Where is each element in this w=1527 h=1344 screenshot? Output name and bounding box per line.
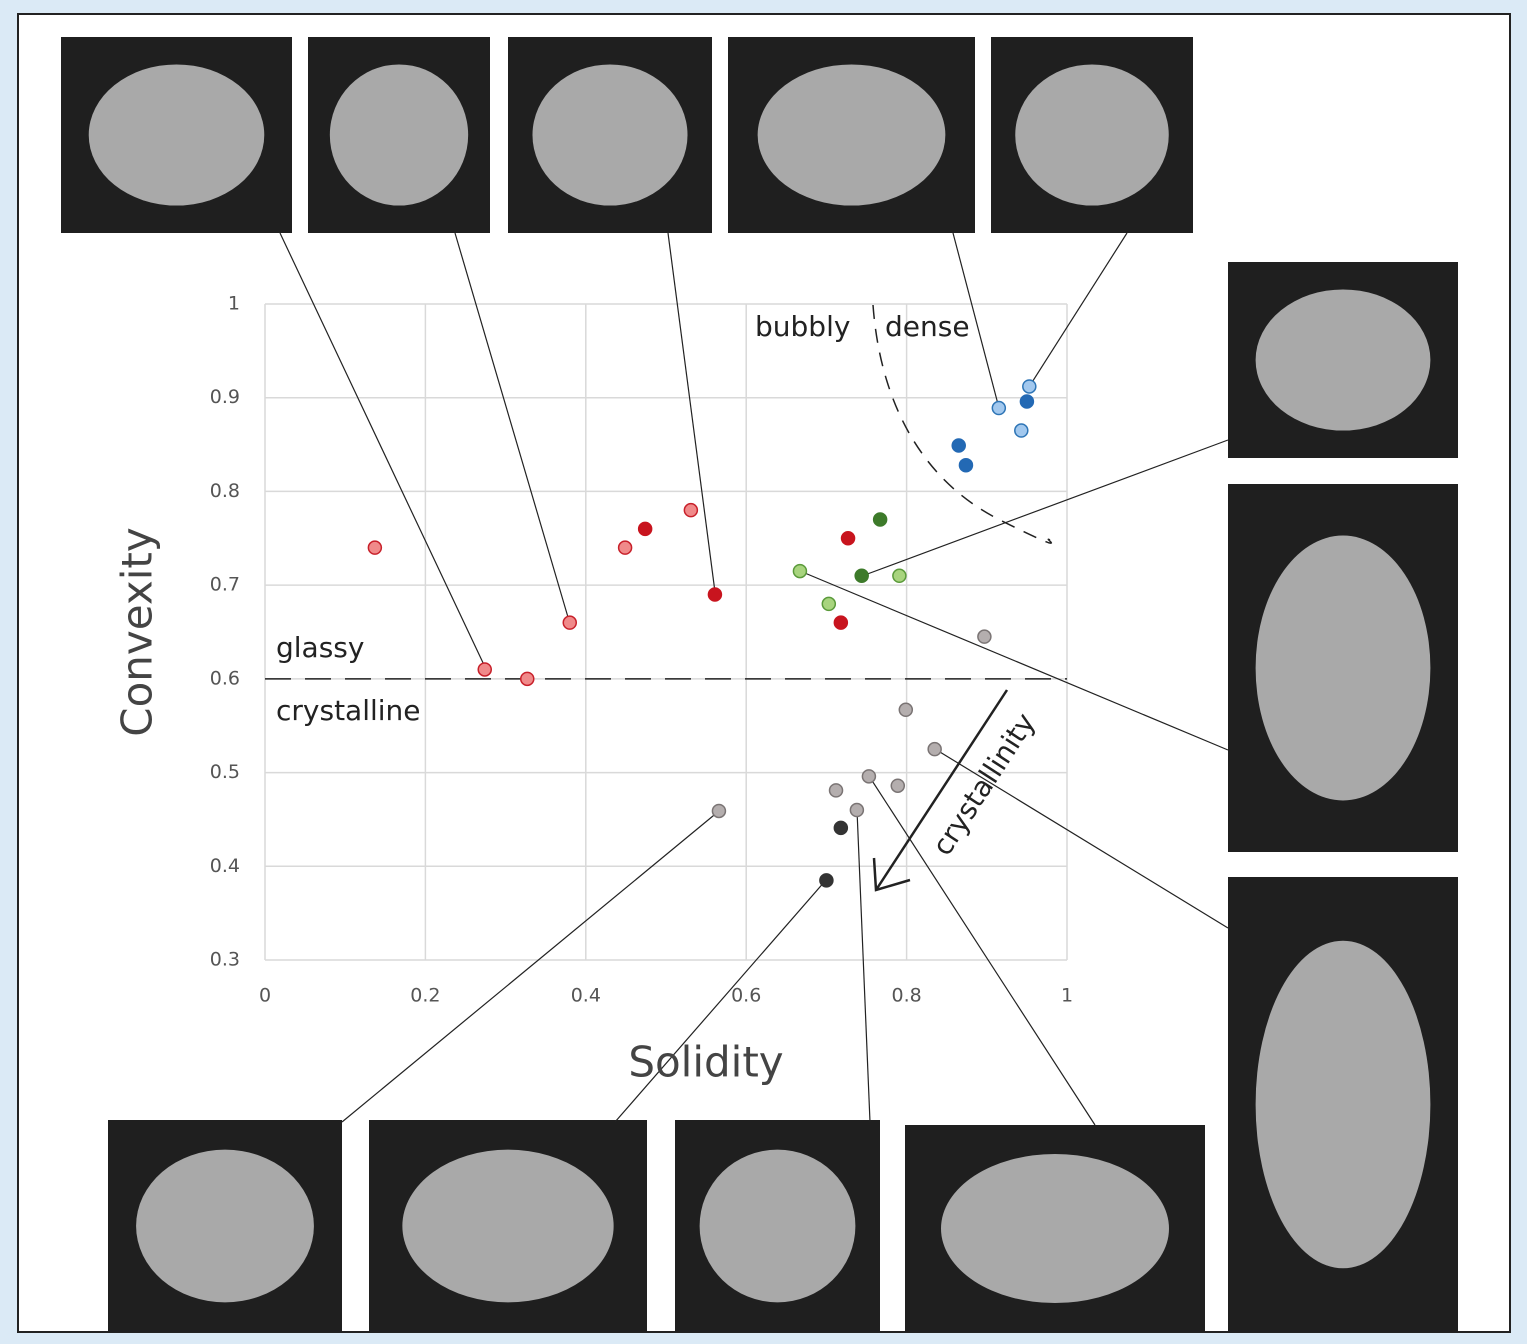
point	[639, 522, 652, 535]
x-tick-label: 1	[1061, 985, 1073, 1007]
point	[855, 569, 868, 582]
particle	[941, 1154, 1169, 1303]
y-axis-title: Convexity	[113, 527, 162, 736]
page: {"chart_data": {"type": "scatter", "x_la…	[0, 0, 1527, 1340]
particle	[1256, 536, 1431, 801]
point	[830, 784, 843, 797]
x-tick-label: 0.6	[731, 985, 761, 1007]
y-tick-label: 0.5	[210, 761, 240, 783]
point	[684, 504, 697, 517]
y-tick-label: 1	[228, 293, 240, 315]
x-axis-title: Solidity	[628, 1038, 783, 1087]
point	[862, 770, 875, 783]
point	[978, 630, 991, 643]
point	[793, 565, 806, 578]
y-tick-label: 0.6	[210, 667, 240, 689]
y-tick-label: 0.3	[210, 949, 240, 971]
point	[822, 597, 835, 610]
particle	[700, 1150, 856, 1303]
point	[850, 804, 863, 817]
point	[820, 874, 833, 887]
particle	[402, 1150, 613, 1303]
point	[712, 804, 725, 817]
annotation: dense	[885, 310, 970, 343]
point	[842, 532, 855, 545]
point	[928, 743, 941, 756]
point	[1015, 424, 1028, 437]
particle	[1256, 289, 1431, 430]
particle	[758, 64, 946, 205]
point	[478, 663, 491, 676]
point	[992, 402, 1005, 415]
figure: 0 0.2 0.4 0.6 0.8 1 0.3 0.4 0.5 0.6 0.7 0.8 0.9 1 bub…	[0, 0, 1527, 1340]
point	[619, 541, 632, 554]
point	[521, 672, 534, 685]
particle	[136, 1150, 314, 1303]
y-tick-label: 0.8	[210, 480, 240, 502]
point	[1020, 395, 1033, 408]
annotation: glassy	[276, 631, 364, 664]
point	[708, 588, 721, 601]
point	[874, 513, 887, 526]
point	[899, 703, 912, 716]
y-tick-label: 0.4	[210, 855, 240, 877]
point	[891, 779, 904, 792]
particle	[1256, 941, 1431, 1269]
point	[834, 821, 847, 834]
x-tick-label: 0.2	[410, 985, 440, 1007]
point	[563, 616, 576, 629]
y-tick-label: 0.9	[210, 386, 240, 408]
point	[893, 569, 906, 582]
y-tick-label: 0.7	[210, 574, 240, 596]
point	[368, 541, 381, 554]
particle	[330, 64, 468, 205]
point	[952, 439, 965, 452]
x-tick-label: 0.8	[891, 985, 921, 1007]
particle	[89, 64, 265, 205]
point	[959, 459, 972, 472]
point	[1023, 380, 1036, 393]
particle	[1015, 64, 1169, 205]
annotation: bubbly	[755, 310, 850, 343]
annotation: crystalline	[276, 694, 421, 727]
particle	[532, 64, 687, 205]
x-tick-label: 0	[259, 985, 271, 1007]
x-tick-label: 0.4	[571, 985, 601, 1007]
point	[834, 616, 847, 629]
